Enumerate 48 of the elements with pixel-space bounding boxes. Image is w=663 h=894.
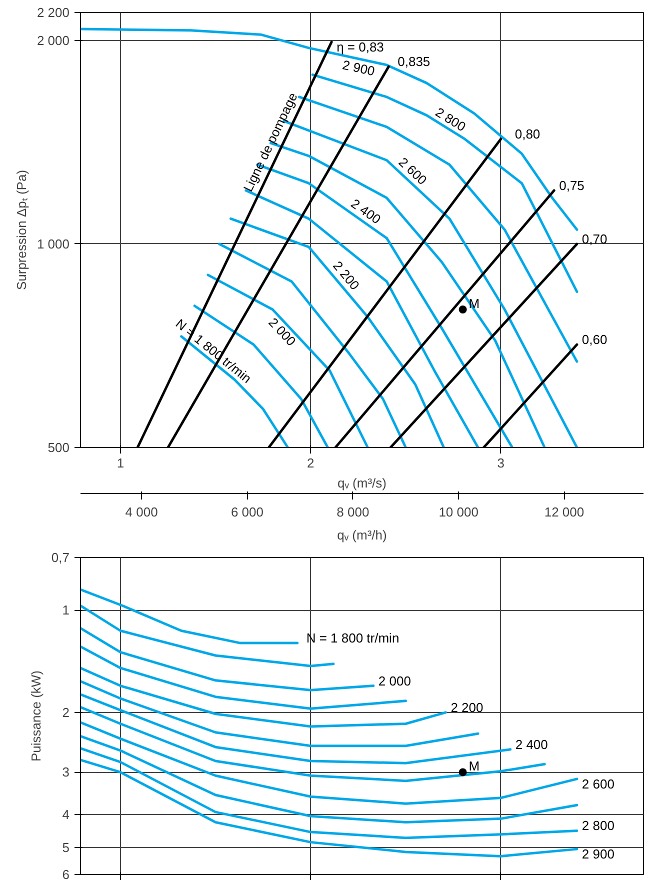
y-tick-label: 2 200 (36, 5, 70, 20)
series-label: 0,60 (582, 332, 608, 348)
x2-tick-label: 8 000 (336, 504, 370, 520)
text: 2 800 (432, 104, 468, 134)
text: 2 600 (396, 154, 430, 188)
line-series (80, 758, 578, 858)
y-tick-label: 2 (62, 704, 70, 720)
y-tick-label: 1 (62, 602, 70, 618)
series-label: η = 0,83 (336, 39, 384, 54)
x-tick-label: 3 (497, 456, 504, 470)
x2-tick-label: 12 000 (544, 504, 584, 520)
series-label: 2 400 (515, 736, 548, 752)
text: 2 900 (341, 57, 376, 79)
x-tick-label: 1 (116, 456, 124, 470)
line-series (193, 304, 330, 448)
x-axis-title: qᵥ (m³/s) (338, 476, 386, 490)
y-axis-title: Puissance (kW) (28, 670, 44, 762)
x2-tick-label: 10 000 (438, 504, 478, 520)
series-label: M (468, 758, 480, 774)
y-tick-label: 500 (48, 440, 70, 455)
series-label: 0,80 (514, 126, 540, 142)
series-label: 0,75 (559, 178, 584, 193)
line-series (80, 666, 447, 728)
series-label: 2 000 (378, 673, 411, 688)
y-tick-label: 4 (62, 807, 70, 822)
y-tick-label: 1 000 (36, 236, 70, 252)
text: 2 000 (266, 314, 299, 349)
y-axis-title: Surpression Δpₜ (Pa) (14, 170, 29, 290)
series-label: 0,835 (398, 54, 430, 70)
x2-tick-label: 6 000 (230, 504, 264, 520)
series-label: 2 600 (582, 776, 614, 792)
x2-tick-label: 4 000 (125, 504, 158, 520)
x-tick-label: 2 (307, 456, 314, 470)
y-tick-label: 2 000 (36, 32, 70, 48)
y-tick-label: 3 (62, 764, 70, 780)
line-series (80, 734, 578, 824)
y-tick-label: 5 (62, 840, 70, 856)
x2-axis-title: qᵥ (m³/h) (337, 528, 387, 542)
y-tick-label: 6 (62, 867, 70, 882)
line-series (80, 721, 578, 805)
line-series (80, 588, 299, 644)
series-label: 0,70 (582, 231, 608, 246)
series-label: 2 900 (582, 846, 614, 862)
text: 2 400 (348, 196, 384, 227)
y-tick-label: 0,7 (51, 550, 70, 565)
series-label: 2 200 (450, 700, 484, 715)
text: 2 200 (330, 258, 362, 293)
series-label: 2 800 (582, 818, 614, 834)
